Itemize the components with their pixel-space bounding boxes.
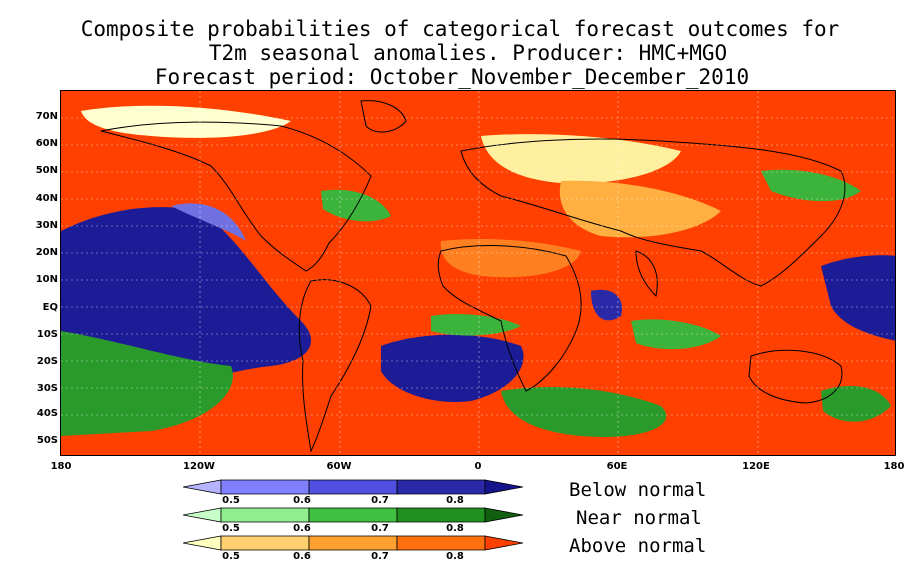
- north-africa-orange-region: [440, 239, 581, 278]
- eurasia-green: [761, 169, 861, 202]
- legend-label-near-normal: Near normal: [576, 507, 702, 529]
- lat-label-40s: 40S: [36, 408, 58, 419]
- legend-swatch: [308, 535, 398, 551]
- legend-swatch: [220, 479, 310, 495]
- lon-label-60e: 60E: [606, 461, 628, 472]
- coastlines: [100, 100, 846, 453]
- legend-tick: 0.8: [446, 495, 464, 506]
- lat-label-eq: EQ: [42, 302, 58, 313]
- legend-label-above-normal: Above normal: [569, 535, 707, 557]
- legend-tick: 0.7: [371, 551, 389, 562]
- south-indian-near-normal-band: [501, 386, 667, 437]
- legend-swatch: [220, 507, 310, 523]
- west-pacific-below-normal-region: [821, 255, 895, 341]
- legend-swatch: [220, 535, 310, 551]
- legend-tick: 0.5: [222, 523, 240, 534]
- lat-label-30s: 30S: [36, 383, 58, 394]
- legend-tick: 0.6: [293, 523, 311, 534]
- lon-label-180-west: 180: [50, 461, 72, 472]
- lat-label-40n: 40N: [35, 193, 58, 204]
- legend-tick: 0.7: [371, 495, 389, 506]
- lon-label-180-east: 180: [883, 461, 905, 472]
- legend-swatch: [183, 479, 222, 495]
- lat-label-50n: 50N: [35, 165, 58, 176]
- title-line-2: T2m seasonal anomalies. Producer: HMC+MG…: [208, 41, 728, 65]
- lon-label-120w: 120W: [183, 461, 215, 472]
- pacific-light-blue-edge: [171, 203, 246, 241]
- legend-tick: 0.5: [222, 551, 240, 562]
- forecast-map: [61, 91, 895, 455]
- asia-orange-region: [559, 180, 721, 238]
- legend-tick: 0.6: [293, 495, 311, 506]
- north-america-outline: [100, 121, 372, 272]
- legend-tick: 0.7: [371, 523, 389, 534]
- legend-bar-near-normal: [183, 507, 523, 523]
- legend-tick: 0.8: [446, 523, 464, 534]
- lat-label-10s: 10S: [36, 329, 58, 340]
- title-line-1: Composite probabilities of categorical f…: [80, 17, 840, 41]
- lat-label-50s: 50S: [36, 435, 58, 446]
- lon-label-60w: 60W: [326, 461, 352, 472]
- lat-label-10n: 10N: [35, 274, 58, 285]
- title-line-3: Forecast period: October_November_Decemb…: [154, 65, 750, 89]
- legend-tick: 0.8: [446, 551, 464, 562]
- australia-outline: [748, 349, 843, 404]
- legend-swatch: [396, 507, 486, 523]
- indian-ocean-blue-region: [591, 289, 622, 321]
- lat-label-20n: 20N: [35, 247, 58, 258]
- lon-label-120e: 120E: [742, 461, 770, 472]
- legend-swatch: [396, 535, 486, 551]
- southern-near-normal-band: [61, 331, 233, 436]
- south-america-outline: [298, 279, 372, 453]
- lat-label-30n: 30N: [35, 220, 58, 231]
- legend-swatch: [484, 535, 523, 551]
- legend-tick: 0.6: [293, 551, 311, 562]
- gridlines: [61, 91, 895, 455]
- legend-swatch: [308, 479, 398, 495]
- lat-label-70n: 70N: [35, 111, 58, 122]
- greenland-outline: [360, 100, 407, 133]
- north-atlantic-green: [321, 189, 391, 222]
- india-outline: [635, 250, 658, 298]
- lon-label-0: 0: [474, 461, 482, 472]
- map-panel: [60, 90, 896, 456]
- legend-swatch: [183, 535, 222, 551]
- legend-tick: 0.5: [222, 495, 240, 506]
- legend-swatch: [484, 507, 523, 523]
- australia-south-green: [821, 386, 891, 422]
- lat-label-20s: 20S: [36, 356, 58, 367]
- eurasia-outline: [460, 138, 846, 287]
- lat-label-60n: 60N: [35, 138, 58, 149]
- legend-swatch: [484, 479, 523, 495]
- legend-swatch: [308, 507, 398, 523]
- africa-outline: [437, 245, 582, 392]
- legend-bar-above-normal: [183, 535, 523, 551]
- siberia-pale-region: [481, 134, 681, 184]
- legend-swatch: [183, 507, 222, 523]
- legend-swatch: [396, 479, 486, 495]
- legend-label-below-normal: Below normal: [569, 479, 707, 501]
- legend-bar-below-normal: [183, 479, 523, 495]
- south-atlantic-below-normal-region: [381, 334, 524, 402]
